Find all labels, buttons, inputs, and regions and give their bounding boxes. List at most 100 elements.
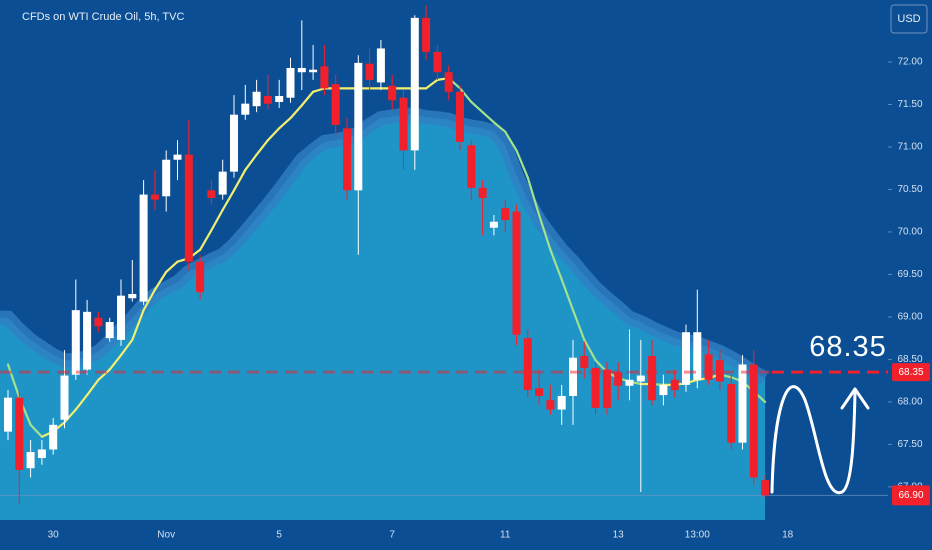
candle-body [26,452,35,469]
candle-body [682,332,690,385]
average-line [504,130,518,152]
average-line [210,208,224,232]
average-line [6,363,21,399]
candle-body [580,356,589,368]
average-line [515,149,529,179]
chart-title: CFDs on WTI Crude Oil, 5h, TVC [22,11,184,23]
average-line [142,288,156,312]
candle-body [173,154,182,160]
candle-body [297,67,306,73]
candle-body [749,364,758,478]
average-line [244,153,258,172]
drawn-arrowhead [840,387,870,410]
candle-body [614,372,623,386]
candle-body [512,211,521,335]
y-tick-label: 70.00 [897,227,922,238]
average-line [312,87,326,93]
candle-body [139,194,148,302]
candle-body [286,67,295,98]
x-tick-label: 13:00 [685,530,710,541]
candle-body [738,364,747,443]
candle-body [727,384,736,443]
candle-body [659,384,668,396]
average-line [232,168,247,192]
candle-body [501,208,510,221]
candle-body [354,62,363,191]
average-line [571,309,586,341]
average-line [255,139,269,156]
average-line [458,87,473,104]
y-tick-label: 69.50 [897,269,922,280]
candle-body [117,295,125,340]
average-line [108,354,123,371]
candle-body [49,424,58,450]
average-line [29,423,44,438]
level-tag-label: 68.35 [898,367,923,378]
candle-body [71,310,80,375]
candle-body [263,96,272,104]
candle-body [320,66,329,89]
y-tick-label: 72.00 [897,57,922,68]
level-annotation: 68.35 [809,331,887,363]
candle-body [591,367,600,408]
average-line [221,189,236,211]
candle-body [343,128,351,191]
candle-body [128,293,137,299]
average-line [537,213,552,251]
average-line [289,104,303,120]
candle-body [230,114,238,172]
candle-body [546,400,555,410]
candle-body [365,63,374,80]
candle-body [105,322,114,339]
candle-body [60,375,69,420]
x-tick-label: 11 [500,530,511,541]
average-line [74,393,89,411]
x-tick-label: 13 [613,530,625,541]
candle-body [218,171,227,195]
average-area [0,114,766,521]
average-line [85,378,100,397]
candle-body [162,159,171,197]
candle-body [94,317,103,327]
average-line [131,309,145,341]
candle-body [625,379,634,386]
candle-body [715,360,724,382]
candle-body [557,395,566,410]
x-tick-label: 7 [389,530,395,541]
y-tick-label: 71.00 [897,142,922,153]
y-tick-label: 67.50 [897,439,922,450]
last-price-tag [892,485,930,506]
candle-body [523,338,532,390]
candle-body [37,449,46,458]
candle-body [535,388,544,396]
average-line [63,408,77,424]
currency[interactable]: USD [897,13,920,25]
average-line [300,90,315,107]
average-line [278,117,292,130]
candle-body [388,85,397,101]
x-tick-label: 30 [48,530,60,541]
level-tag [892,363,930,382]
candle-body [670,379,679,390]
y-tick-label: 69.00 [897,312,922,323]
drawn-wave [770,385,857,495]
average-line [97,368,111,381]
candle-body [331,84,340,125]
average-line [583,338,597,362]
x-tick-label: Nov [157,530,175,541]
candle-body [602,369,611,408]
candle-body [150,194,159,200]
candle-body [489,221,498,228]
currency-box[interactable] [890,4,928,34]
candle-body [456,91,464,142]
y-tick-label: 70.50 [897,184,922,195]
y-tick-label: 71.50 [897,99,922,110]
candle-body [4,397,12,432]
candle-body [444,72,453,92]
candle-body [241,103,250,115]
candle-body [636,375,645,382]
candle-body [207,190,216,198]
plot [0,5,888,521]
average-line [119,338,134,357]
